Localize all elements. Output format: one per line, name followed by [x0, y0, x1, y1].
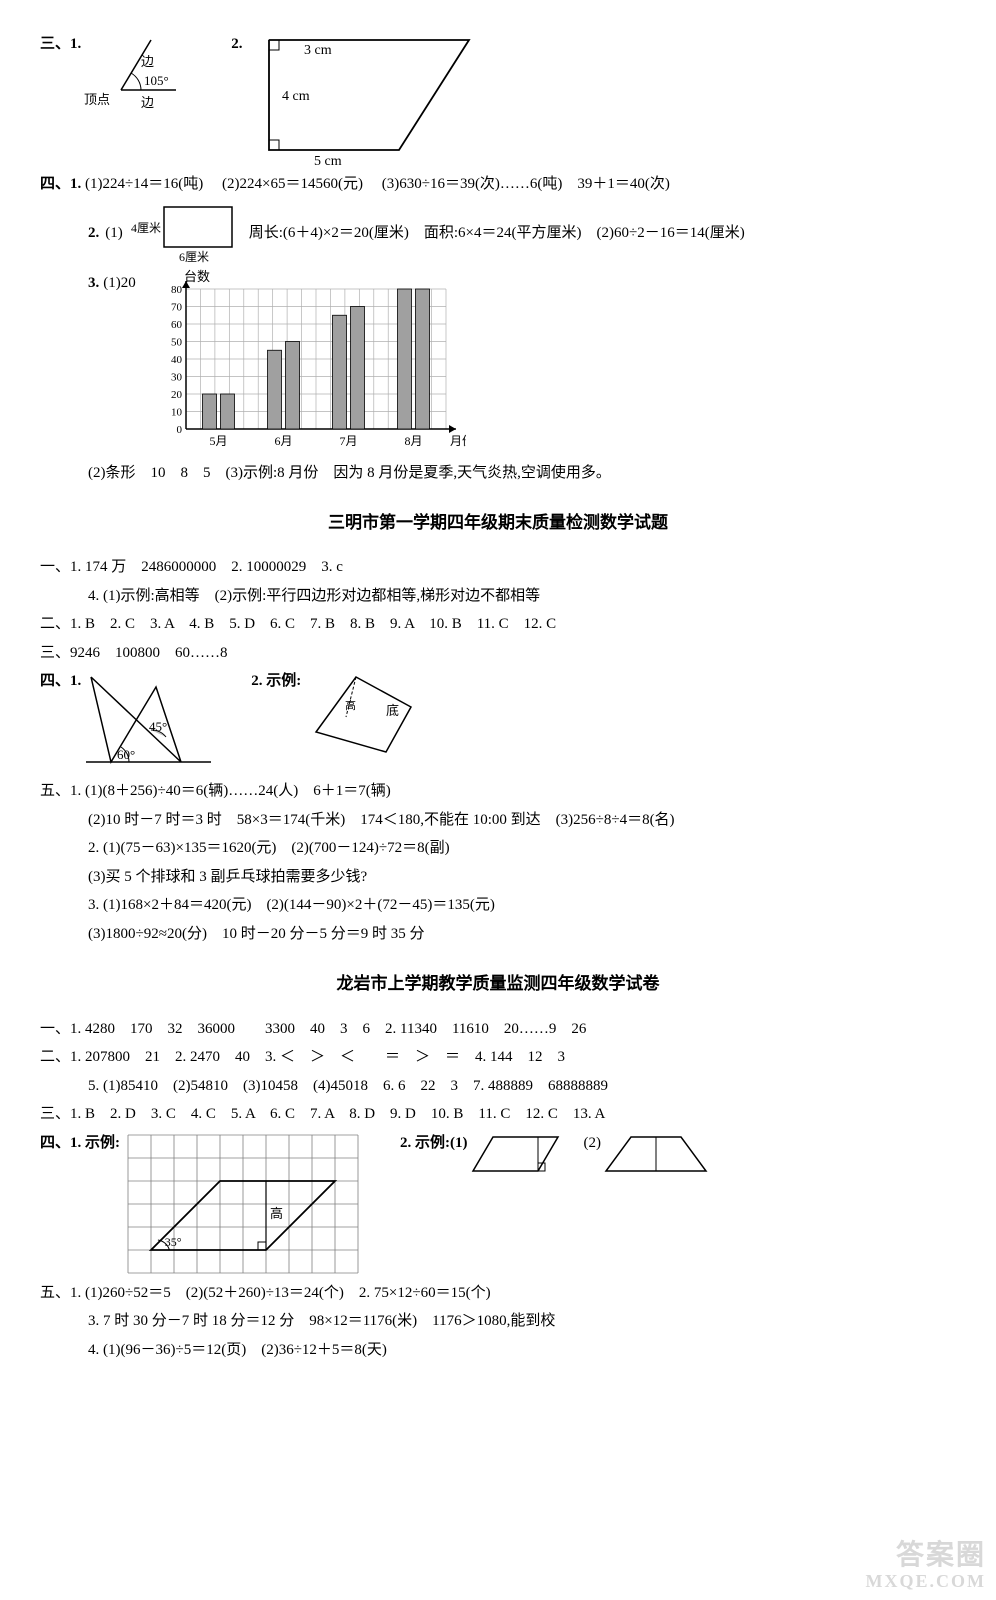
svg-text:40: 40	[171, 354, 183, 366]
svg-text:台数: 台数	[184, 269, 210, 284]
sm-s5-l5: 3. (1)168×2＋84＝420(元) (2)(144－90)×2＋(72－…	[88, 891, 956, 920]
ly-s1: 一、1. 4280 170 32 36000 3300 40 3 6 2. 11…	[40, 1015, 956, 1044]
title-sanming: 三明市第一学期四年级期末质量检测数学试题	[40, 507, 956, 539]
sec4-q1-1: (1)224÷14＝16(吨)	[85, 176, 203, 192]
sec4-q2-label: 2.	[88, 219, 99, 248]
sec4-q2-peri: 周长:(6＋4)×2＝20(厘米)	[249, 219, 409, 248]
sec4-q3-p1: (1)20	[103, 269, 136, 298]
trapezoid-split-diagram	[601, 1129, 711, 1179]
sm-s5-l2: (2)10 时－7 时＝3 时 58×3＝174(千米) 174＜180,不能在…	[88, 806, 956, 835]
ly-s3: 三、1. B 2. D 3. C 4. C 5. A 6. C 7. A 8. …	[40, 1100, 956, 1129]
sm-s1-l1: 一、1. 174 万 2486000000 2. 10000029 3. c	[40, 553, 956, 582]
sec4-q2-area: 面积:6×4＝24(平方厘米)	[424, 219, 582, 248]
sec4-q1-3: (3)630÷16＝39(次)……6(吨) 39＋1＝40(次)	[382, 176, 670, 192]
watermark-2: MXQE.COM	[866, 1572, 986, 1592]
parallelogram-height-diagram	[468, 1129, 568, 1179]
watermark-1: 答案圈	[866, 1541, 986, 1572]
trap-top: 3 cm	[304, 43, 332, 58]
angle-vertex-text: 顶点	[84, 92, 110, 107]
ly-s2-l2: 5. (1)85410 (2)54810 (3)10458 (4)45018 6…	[88, 1072, 956, 1101]
rect-diagram: 4厘米 6厘米	[129, 199, 239, 269]
ly-s5-l1: 五、1. (1)260÷52＝5 (2)(52＋260)÷13＝24(个) 2.…	[40, 1279, 956, 1308]
sec4-q3-label: 3.	[88, 269, 99, 298]
watermark: 答案圈 MXQE.COM	[866, 1541, 986, 1592]
sm-s5-l1: 五、1. (1)(8＋256)÷40＝6(辆)……24(人) 6＋1＝7(辆)	[40, 777, 956, 806]
rect-w: 6厘米	[179, 250, 209, 264]
sec4-q3: 3. (1)20 台数 0 10 20 30 40 50 60 70 80 5月 6月 7月 8月 月份	[88, 269, 956, 459]
sec4-q2-p1: (1)	[105, 219, 123, 248]
sec3-row: 三、1. 边 105° 顶点 边 2. 3 cm 4 cm 5 cm	[40, 30, 956, 170]
angle-diagram: 边 105° 顶点 边	[81, 30, 201, 120]
svg-text:35°: 35°	[165, 1235, 182, 1249]
svg-text:30: 30	[171, 371, 183, 383]
angle-value-text: 105°	[144, 73, 169, 88]
sec3-q2-label: 2.	[231, 30, 242, 59]
sec4-q2: 2. (1) 4厘米 6厘米 周长:(6＋4)×2＝20(厘米) 面积:6×4＝…	[88, 199, 956, 269]
svg-text:6月: 6月	[274, 434, 292, 448]
svg-text:0: 0	[176, 424, 182, 436]
trap-bottom: 5 cm	[314, 154, 342, 169]
svg-text:月份: 月份	[450, 434, 466, 448]
bar-chart: 台数 0 10 20 30 40 50 60 70 80 5月 6月 7月 8月 月份	[146, 269, 466, 459]
ly-s5-l2: 3. 7 时 30 分－7 时 18 分＝12 分 98×12＝1176(米) …	[88, 1307, 956, 1336]
grid-35-diagram: 高 35°	[120, 1129, 380, 1279]
svg-text:高: 高	[270, 1205, 283, 1220]
sm-s5-l4: (3)买 5 个排球和 3 副乒乓球拍需要多少钱?	[88, 863, 956, 892]
trapezoid-diagram: 3 cm 4 cm 5 cm	[249, 30, 479, 170]
sm-s3: 三、9246 100800 60……8	[40, 639, 956, 668]
ly-s4-q2p2: (2)	[584, 1129, 602, 1158]
svg-text:60: 60	[171, 319, 183, 331]
sm-s5-l3: 2. (1)(75－63)×135＝1620(元) (2)(700－124)÷7…	[88, 834, 956, 863]
a60: 60°	[117, 747, 135, 762]
ly-s4-label: 四、1. 示例:	[40, 1129, 120, 1158]
svg-text:10: 10	[171, 406, 183, 418]
sm-s4-q2label: 2. 示例:	[251, 667, 301, 696]
sm-s4-label: 四、1.	[40, 667, 81, 696]
sm-s5-l6: (3)1800÷92≈20(分) 10 时－20 分－5 分＝9 时 35 分	[88, 920, 956, 949]
ly-s4-q2label: 2. 示例:(1)	[400, 1129, 468, 1158]
svg-text:7月: 7月	[339, 434, 357, 448]
svg-text:5月: 5月	[209, 434, 227, 448]
sec3-q1: 三、1. 边 105° 顶点 边	[40, 30, 201, 120]
sec4-q2-p2: (2)60÷2－16＝14(厘米)	[597, 219, 745, 248]
sm-s1-l2: 4. (1)示例:高相等 (2)示例:平行四边形对边都相等,梯形对边不都相等	[88, 582, 956, 611]
gao-sm: 高	[345, 698, 356, 712]
ly-s5-l3: 4. (1)(96－36)÷5＝12(页) (2)36÷12＋5＝8(天)	[88, 1336, 956, 1365]
sec3-q2: 2. 3 cm 4 cm 5 cm	[231, 30, 478, 170]
angle-45-60-diagram: 45° 60°	[81, 667, 221, 777]
svg-text:8月: 8月	[404, 434, 422, 448]
ly-s2-l1: 二、1. 207800 21 2. 2470 40 3. ＜ ＞ ＜ ＝ ＞ ＝…	[40, 1043, 956, 1072]
a45: 45°	[149, 719, 167, 734]
angle-side2-text: 边	[141, 95, 154, 110]
sec4-q1-2: (2)224×65＝14560(元)	[222, 176, 363, 192]
rect-h: 4厘米	[131, 221, 161, 235]
sec4-q3-p2: (2)条形 10 8 5 (3)示例:8 月份 因为 8 月份是夏季,天气炎热,…	[88, 459, 956, 488]
sm-s2: 二、1. B 2. C 3. A 4. B 5. D 6. C 7. B 8. …	[40, 610, 956, 639]
trap-example-diagram: 底 高	[301, 667, 441, 767]
di: 底	[386, 703, 399, 718]
svg-text:80: 80	[171, 284, 183, 296]
trap-left: 4 cm	[282, 89, 310, 104]
sm-s4: 四、1. 45° 60° 2. 示例: 底 高	[40, 667, 956, 777]
angle-side1-text: 边	[141, 54, 154, 69]
svg-text:20: 20	[171, 389, 183, 401]
sec4-label: 四、1.	[40, 176, 81, 192]
svg-text:50: 50	[171, 336, 183, 348]
sec4-q1: 四、1. (1)224÷14＝16(吨) (2)224×65＝14560(元) …	[40, 170, 956, 199]
svg-text:70: 70	[171, 301, 183, 313]
ly-s4: 四、1. 示例: 高 35° 2. 示例:(1) (2)	[40, 1129, 956, 1279]
title-longyan: 龙岩市上学期教学质量监测四年级数学试卷	[40, 968, 956, 1000]
sec3-label: 三、1.	[40, 30, 81, 59]
